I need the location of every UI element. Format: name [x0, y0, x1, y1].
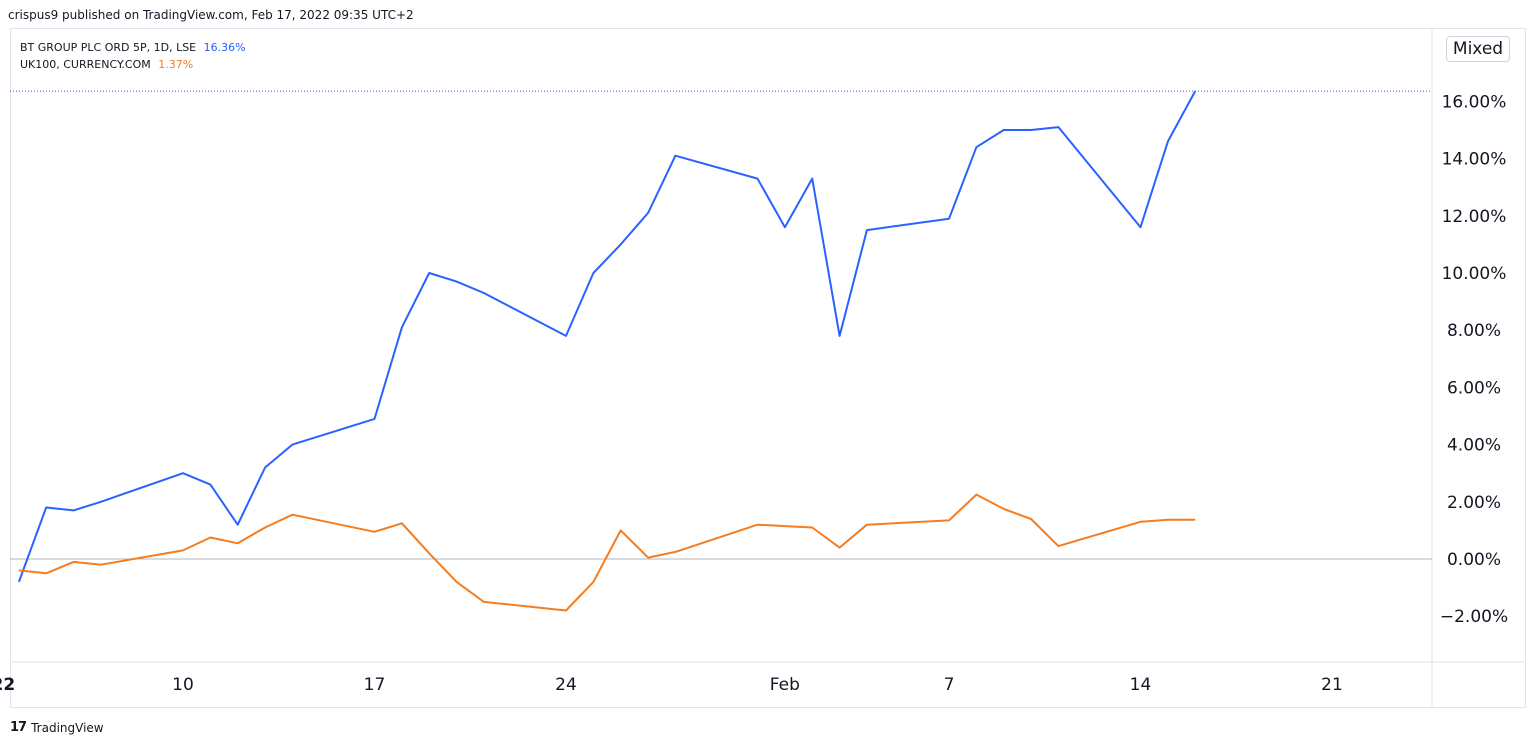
- y-tick-label: 12.00%: [1442, 207, 1507, 227]
- brand-name: TradingView: [31, 720, 104, 735]
- y-tick-label: −2.00%: [1440, 607, 1508, 627]
- x-tick-label: 14: [1130, 675, 1152, 695]
- x-tick-label: 21: [1321, 675, 1343, 695]
- x-tick-label: 7: [944, 675, 955, 695]
- chart-legend: BT GROUP PLC ORD 5P, 1D, LSE 16.36% UK10…: [20, 39, 246, 73]
- legend-item-uk100[interactable]: UK100, CURRENCY.COM 1.37%: [20, 56, 246, 73]
- chart-frame: [10, 28, 1526, 708]
- x-tick-label: 10: [172, 675, 194, 695]
- tradingview-logo-icon: 17: [10, 720, 27, 735]
- x-tick-label: 17: [364, 675, 386, 695]
- published-by-line: crispus9 published on TradingView.com, F…: [8, 8, 414, 22]
- legend-series-name: BT GROUP PLC ORD 5P, 1D, LSE: [20, 41, 197, 54]
- series-line-uk100: [18, 493, 1196, 612]
- x-tick-label: 2022: [0, 675, 15, 695]
- y-tick-label: 10.00%: [1442, 264, 1507, 284]
- scale-mode-button[interactable]: Mixed: [1446, 36, 1510, 62]
- y-tick-label: 4.00%: [1447, 436, 1501, 456]
- y-tick-label: 8.00%: [1447, 321, 1501, 341]
- legend-series-value: 1.37%: [158, 58, 194, 71]
- x-tick-label: Feb: [770, 675, 800, 695]
- legend-series-name: UK100, CURRENCY.COM: [20, 58, 151, 71]
- y-tick-label: 14.00%: [1442, 150, 1507, 170]
- x-tick-label: 24: [555, 675, 577, 695]
- legend-item-bt-group[interactable]: BT GROUP PLC ORD 5P, 1D, LSE 16.36%: [20, 39, 246, 56]
- y-tick-label: 0.00%: [1447, 550, 1501, 570]
- series-line-bt-group: [17, 90, 1197, 583]
- y-tick-label: 6.00%: [1447, 378, 1501, 398]
- y-tick-label: 2.00%: [1447, 493, 1501, 513]
- legend-series-value: 16.36%: [203, 41, 246, 54]
- footer-branding: 17 TradingView: [10, 720, 104, 735]
- y-tick-label: 16.00%: [1442, 92, 1507, 112]
